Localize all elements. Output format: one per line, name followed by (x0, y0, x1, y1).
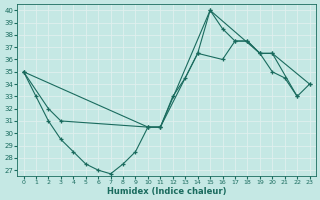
X-axis label: Humidex (Indice chaleur): Humidex (Indice chaleur) (107, 187, 226, 196)
